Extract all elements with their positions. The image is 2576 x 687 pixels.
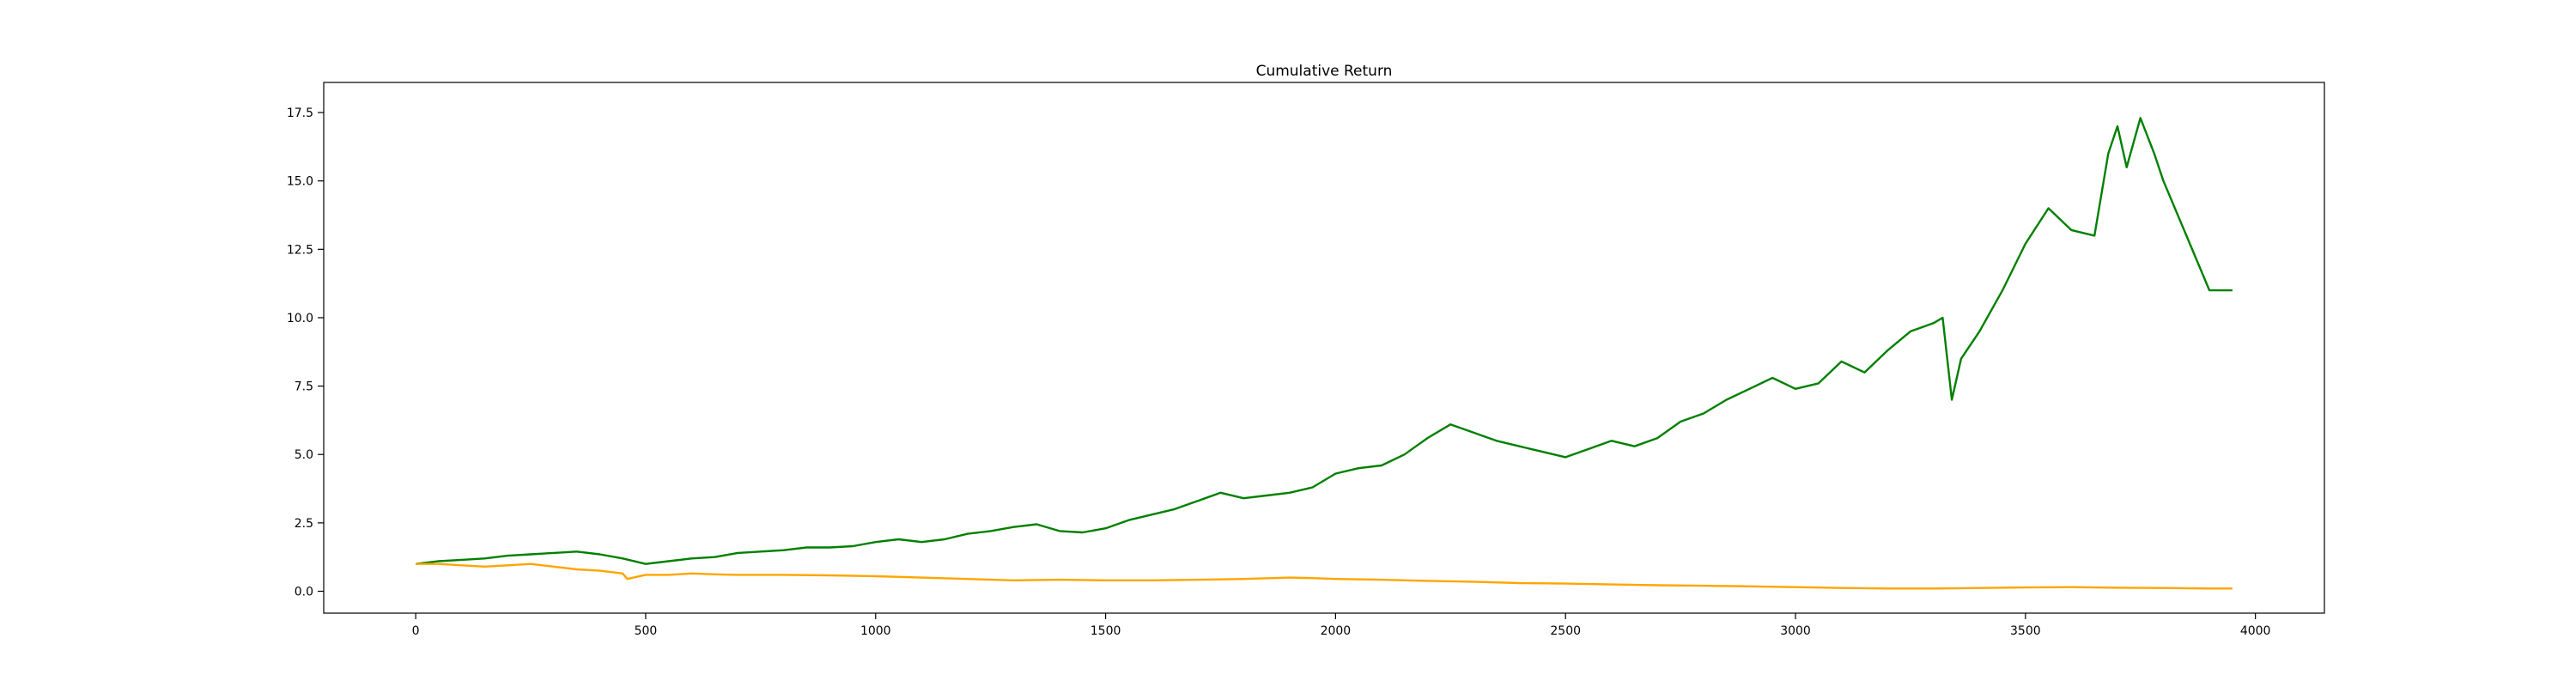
x-tick-label: 1000 (860, 624, 891, 638)
y-tick-label: 2.5 (295, 517, 313, 531)
x-tick-label: 3000 (1780, 624, 1811, 638)
x-tick-label: 2500 (1550, 624, 1581, 638)
x-tick-label: 500 (635, 624, 658, 638)
series-line-2 (416, 562, 2233, 590)
y-axis: 0.0 2.5 5.0 7.5 10.0 12.5 15.0 17.5 (287, 106, 324, 599)
series-line-1 (415, 117, 2233, 565)
y-tick-label: 0.0 (295, 586, 313, 599)
x-tick-label: 1500 (1091, 624, 1121, 638)
y-tick-label: 5.0 (295, 448, 313, 462)
y-tick-label: 10.0 (287, 312, 313, 325)
chart-title: Cumulative Return (1256, 63, 1393, 80)
y-tick-label: 15.0 (287, 175, 313, 189)
y-tick-label: 7.5 (295, 380, 313, 394)
plot-frame (323, 82, 2325, 614)
y-tick-label: 12.5 (287, 243, 313, 257)
x-tick-label: 3500 (2010, 624, 2041, 638)
x-tick-label: 0 (412, 624, 420, 638)
x-tick-label: 2000 (1321, 624, 1352, 638)
x-tick-label: 4000 (2240, 624, 2271, 638)
series-layer (415, 117, 2233, 590)
y-tick-label: 17.5 (287, 106, 313, 120)
x-axis: 0 500 1000 1500 2000 2500 3000 3500 4000 (412, 613, 2271, 638)
